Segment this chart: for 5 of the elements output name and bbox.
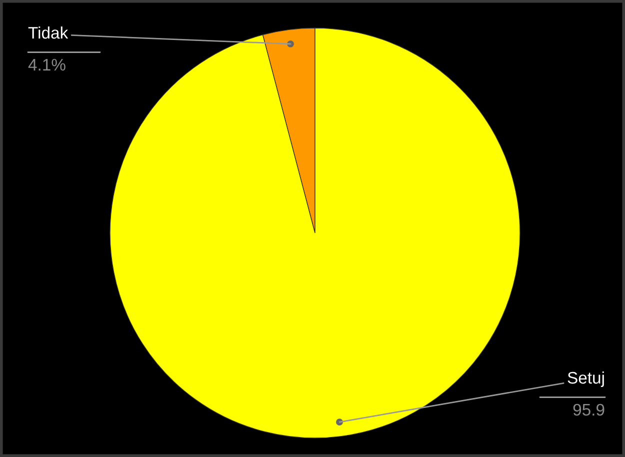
slice-label: Setuj xyxy=(568,371,604,387)
slice-label: Tidak xyxy=(28,26,68,39)
data-label: 4.1% xyxy=(28,58,66,71)
pie-slice xyxy=(110,28,520,438)
data-label: 95.9 xyxy=(573,404,604,416)
